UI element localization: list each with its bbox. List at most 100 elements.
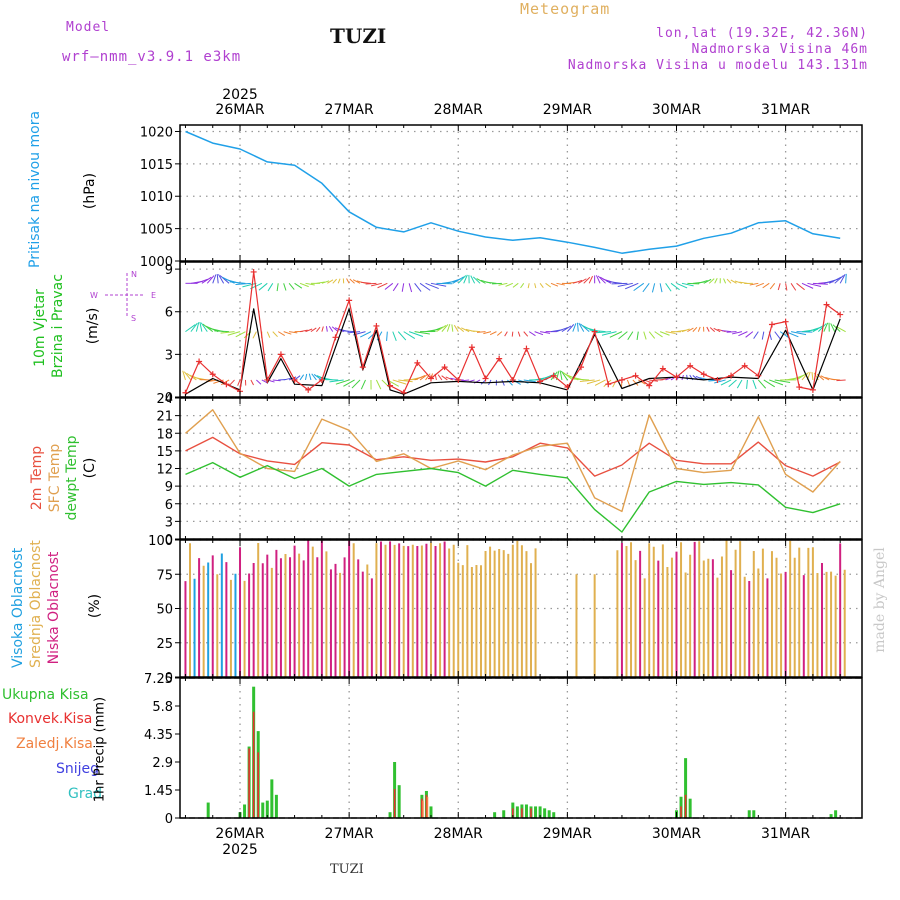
y-tick-label: 24: [156, 392, 173, 407]
precip-total-bar: [502, 810, 506, 818]
wind-arrow: [425, 373, 431, 381]
wind-arrow: [313, 374, 323, 381]
wind-arrow: [441, 375, 448, 381]
wind-speed-marker: [332, 334, 339, 341]
wind-arrow: [660, 377, 669, 381]
wind-speed-marker: [509, 376, 516, 383]
wind-arrow: [578, 278, 587, 284]
wind-arrow: [408, 331, 424, 337]
wind-arrow: [597, 275, 606, 284]
precip-total-bar: [274, 794, 278, 818]
wind-arrow: [697, 326, 701, 332]
wind-arrow: [648, 331, 656, 339]
y-tick-label: 5.8: [152, 700, 173, 715]
wind-arrow: [199, 322, 203, 332]
wind-arrow: [470, 275, 476, 284]
wind-speed-marker: [659, 365, 666, 372]
precip-convective-bar: [393, 789, 396, 818]
bottom-day-label: 31MAR: [761, 826, 810, 842]
wind-arrow: [595, 331, 612, 334]
wind-arrow: [310, 327, 317, 333]
bottom-day-label: 27MAR: [325, 826, 374, 842]
wind-arrow: [643, 331, 647, 340]
panel-frame: [179, 677, 863, 819]
wind-arrow: [738, 331, 748, 337]
y-tick-label: 50: [156, 603, 173, 618]
wind-arrow: [216, 274, 219, 284]
y-tick-label: 75: [156, 568, 173, 583]
wind-arrow: [785, 283, 788, 291]
wind-arrow: [749, 282, 759, 286]
wind-arrow: [392, 283, 399, 292]
wind-arrow: [480, 379, 486, 385]
wind-arrow: [408, 283, 413, 293]
wind-arrow: [401, 283, 405, 292]
wind-arrow: [321, 326, 324, 332]
wind-arrow: [595, 275, 601, 284]
wind-arrow: [237, 379, 241, 386]
wind-arrow: [294, 375, 301, 381]
y-tick-label: 0: [165, 533, 173, 548]
wind-arrow: [304, 373, 308, 381]
wind-arrow: [472, 276, 481, 284]
y-tick-label: 100: [148, 534, 173, 549]
wind-arrow: [579, 379, 595, 383]
wind-arrow: [745, 331, 754, 338]
precip-total-bar: [206, 802, 210, 818]
wind-speed-marker: [277, 351, 284, 358]
dewpoint-line: [185, 461, 841, 533]
wind-arrow: [277, 331, 285, 336]
wind-speed-marker: [223, 381, 230, 388]
y-tick-label: 7.25: [144, 672, 173, 687]
wind-speed-marker: [496, 355, 503, 362]
wind-arrow: [523, 331, 529, 337]
top-day-label: 27MAR: [325, 102, 374, 118]
wind-speed-marker: [482, 375, 489, 382]
wind-speed-marker: [209, 371, 216, 378]
wind-arrow: [836, 379, 846, 382]
wind-speed-marker: [591, 328, 598, 335]
wind-arrow: [834, 274, 844, 284]
wind-arrow: [328, 326, 334, 332]
wind-speed-marker: [809, 386, 816, 393]
legend-frozen: Zaledj.Kisa: [16, 736, 93, 752]
precip-total-bar: [388, 812, 392, 818]
precip-total-bar: [270, 779, 274, 818]
wind-arrow: [386, 331, 388, 341]
wind-arrow: [220, 331, 235, 334]
wind-arrow: [681, 282, 694, 287]
wind-speed-marker: [305, 386, 312, 393]
y-tick-label: 0: [165, 812, 173, 827]
wind-arrow: [461, 327, 470, 333]
wind-arrow: [267, 283, 274, 292]
wind-speed-marker: [605, 381, 612, 388]
precip-convective-bar: [684, 794, 687, 818]
wind-arrow: [476, 278, 486, 284]
wind-arrow: [721, 330, 732, 333]
wind-arrow: [534, 331, 544, 336]
wind-arrow: [349, 278, 355, 284]
wind-arrow: [392, 331, 397, 342]
wind-arrow: [556, 282, 565, 286]
wind-arrow: [527, 283, 530, 289]
wind-arrow: [397, 331, 407, 341]
y-tick-label: 9: [165, 263, 173, 278]
wind-arrow: [517, 331, 521, 337]
y-tick-label: 1005: [140, 223, 173, 238]
wind-arrow: [365, 282, 377, 285]
wind-arrow: [445, 376, 453, 381]
wind-speed-marker: [264, 376, 271, 383]
wind-arrow: [753, 331, 759, 339]
y-tick-label: 9: [165, 480, 173, 495]
precip-total-bar: [261, 802, 265, 818]
wind-arrow: [258, 282, 268, 291]
model-elevation-label: Nadmorska Visina u modelu 143.131m: [567, 58, 868, 73]
wind-arrow: [377, 282, 388, 289]
wind-arrow: [823, 322, 829, 332]
wind-arrow: [583, 276, 591, 284]
wind-arrow: [196, 278, 208, 284]
wind-arrow: [214, 330, 230, 333]
model-label: Model: [66, 20, 111, 35]
wind-arrow: [235, 331, 246, 338]
wind-speed-marker: [687, 362, 694, 369]
